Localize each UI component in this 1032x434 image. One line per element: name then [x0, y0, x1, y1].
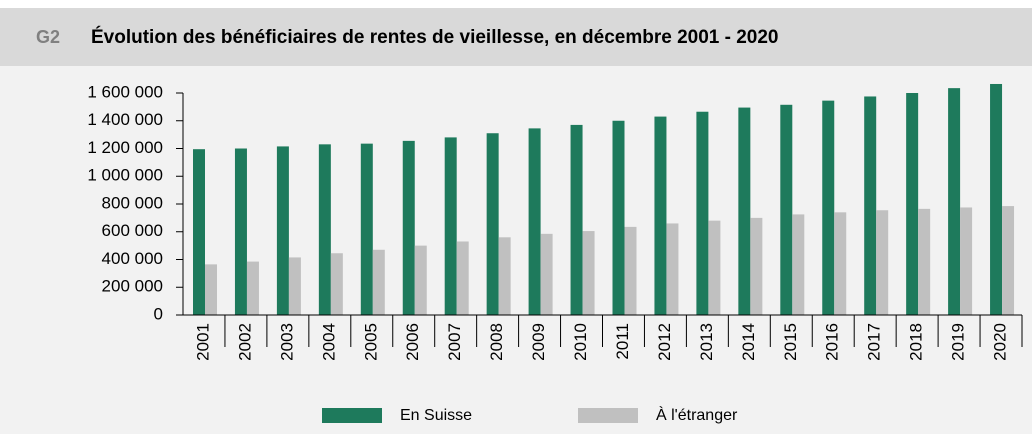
x-tick-label: 2004: [319, 323, 338, 361]
bar: [792, 214, 805, 315]
y-tick-label: 600 000: [102, 221, 163, 240]
x-tick-label: 2010: [571, 323, 590, 361]
bar: [246, 261, 259, 315]
bar: [960, 207, 973, 315]
y-tick-label: 1 400 000: [87, 110, 163, 129]
bar: [948, 88, 961, 315]
y-tick-label: 400 000: [102, 249, 163, 268]
bar: [360, 143, 373, 315]
x-tick-label: 2007: [445, 323, 464, 361]
bar: [570, 124, 583, 315]
bar: [624, 226, 637, 315]
bar: [444, 137, 457, 315]
y-tick-label: 800 000: [102, 193, 163, 212]
bar: [708, 220, 721, 315]
bar: [456, 241, 469, 315]
x-tick-label: 2013: [697, 323, 716, 361]
bar: [780, 104, 793, 315]
legend-swatch: [578, 408, 638, 423]
y-tick-label: 1 200 000: [87, 138, 163, 157]
bar: [738, 107, 751, 315]
x-tick-label: 2012: [655, 323, 674, 361]
bar: [414, 245, 427, 315]
legend-label: En Suisse: [400, 407, 472, 424]
bar: [486, 133, 499, 315]
bar: [193, 149, 205, 315]
x-tick-label: 2006: [403, 323, 422, 361]
figure-label: G2: [36, 27, 60, 47]
bar: [654, 116, 667, 316]
chart-title: Évolution des bénéficiaires de rentes de…: [91, 26, 779, 48]
bar: [864, 96, 877, 315]
x-tick-label: 2018: [907, 323, 926, 361]
x-tick-label: 2014: [739, 323, 758, 361]
bar: [288, 257, 301, 315]
x-tick-label: 2011: [613, 323, 632, 360]
bar: [582, 231, 595, 315]
bar: [528, 128, 541, 315]
y-tick-label: 1 000 000: [87, 166, 163, 185]
legend-label: À l'étranger: [656, 405, 738, 424]
legend-swatch: [322, 408, 382, 423]
bar: [750, 217, 763, 315]
bar: [205, 264, 217, 315]
bar: [906, 93, 919, 315]
x-tick-label: 2020: [991, 323, 1010, 361]
bar: [822, 100, 835, 315]
bar: [918, 208, 931, 315]
bar: [318, 144, 331, 315]
bar: [498, 237, 511, 315]
y-tick-label: 200 000: [102, 277, 163, 296]
bar: [696, 111, 709, 315]
y-tick-label: 1 600 000: [87, 82, 163, 101]
x-tick-label: 2017: [865, 323, 884, 361]
x-tick-label: 2009: [529, 323, 548, 361]
bar: [402, 140, 415, 315]
x-tick-label: 2008: [487, 323, 506, 361]
x-tick-label: 2015: [781, 323, 800, 361]
header-band: [0, 8, 1032, 66]
x-tick-label: 2003: [277, 323, 296, 361]
x-tick-label: 2001: [193, 323, 212, 361]
x-tick-label: 2005: [361, 323, 380, 361]
bar: [876, 210, 889, 315]
bar: [1002, 206, 1015, 315]
bar: [372, 249, 385, 315]
x-tick-label: 2016: [823, 323, 842, 361]
bar: [834, 212, 847, 315]
chart-background: [0, 66, 1032, 434]
bar: [666, 223, 679, 315]
y-tick-label: 0: [154, 304, 163, 323]
bar: [990, 83, 1003, 315]
x-tick-label: 2002: [235, 323, 254, 361]
x-tick-label: 2019: [949, 323, 968, 361]
bar: [330, 253, 343, 315]
bar: [612, 120, 625, 315]
bar: [540, 233, 553, 315]
bar: [276, 146, 289, 315]
bar: [234, 148, 247, 315]
